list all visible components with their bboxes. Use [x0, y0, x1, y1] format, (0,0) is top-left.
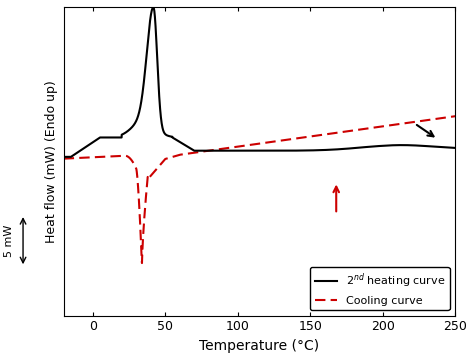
- Text: 5 mW: 5 mW: [3, 225, 14, 257]
- Y-axis label: Heat flow (mW) (Endo up): Heat flow (mW) (Endo up): [45, 80, 58, 243]
- Legend: 2$^{nd}$ heating curve, Cooling curve: 2$^{nd}$ heating curve, Cooling curve: [310, 267, 449, 310]
- X-axis label: Temperature (°C): Temperature (°C): [200, 339, 319, 353]
